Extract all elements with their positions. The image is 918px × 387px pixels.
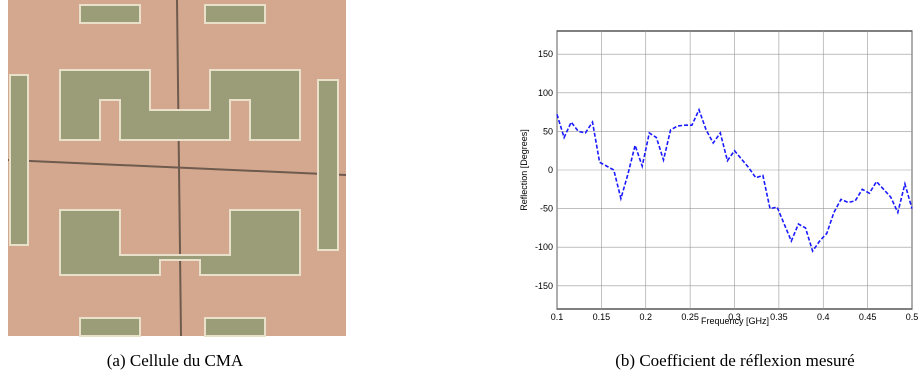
y-axis-label: Reflection [Degrees] <box>519 129 529 211</box>
y-tick-label: -100 <box>535 242 553 252</box>
y-tick-label: 0 <box>548 165 553 175</box>
y-tick-label: -50 <box>540 204 553 214</box>
x-tick-label: 0.35 <box>770 312 788 322</box>
x-tick-label: 0.4 <box>817 312 830 322</box>
x-tick-label: 0.1 <box>551 312 564 322</box>
y-tick-label: -150 <box>535 281 553 291</box>
y-tick-label: 150 <box>538 49 553 59</box>
caption: (a) Cellule du CMA <box>107 351 244 370</box>
x-tick-label: 0.45 <box>859 312 877 322</box>
y-tick-label: 50 <box>543 126 553 136</box>
photo <box>7 0 347 337</box>
x-tick-label: 0.25 <box>681 312 699 322</box>
x-tick-label: 0.3 <box>728 312 741 322</box>
caption: (b) Coefficient de réflexion mesuré <box>615 351 854 370</box>
plot: Frequency [GHz] Reflection [Degrees] -15… <box>519 30 918 326</box>
y-tick-label: 100 <box>538 88 553 98</box>
data-line <box>556 107 913 253</box>
x-axis-label: Frequency [GHz] <box>701 316 769 326</box>
x-tick-label: 0.15 <box>593 312 611 322</box>
x-tick-label: 0.2 <box>639 312 652 322</box>
x-tick-label: 0.5 <box>906 312 918 322</box>
